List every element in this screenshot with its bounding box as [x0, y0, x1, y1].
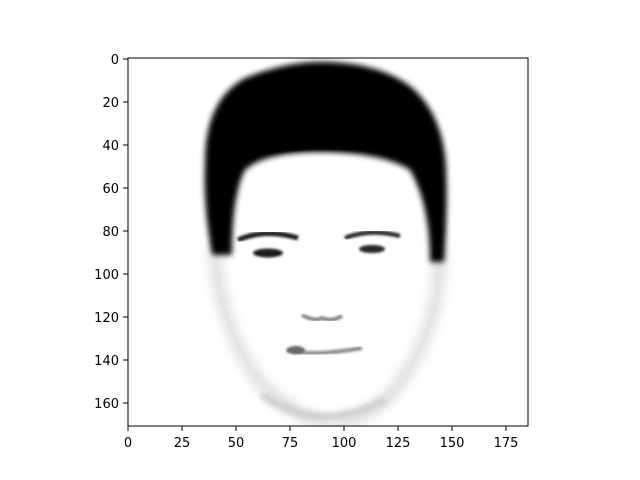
y-tick-label: 60 [102, 182, 119, 197]
x-tick-label: 25 [174, 436, 191, 451]
x-tick-label: 100 [332, 436, 357, 451]
x-tick-label: 125 [386, 436, 411, 451]
y-tick-label: 80 [102, 225, 119, 240]
y-tick-label: 40 [102, 139, 119, 154]
left-eyebrow [236, 231, 299, 243]
y-tick-label: 20 [102, 96, 119, 111]
y-tick-label: 160 [94, 397, 119, 412]
y-tick-label: 100 [94, 268, 119, 283]
face-image [204, 61, 447, 426]
x-tick-label: 150 [440, 436, 465, 451]
left-eye [253, 248, 283, 258]
nose [301, 313, 343, 322]
face-outline [210, 249, 445, 426]
right-eyebrow [344, 230, 401, 241]
hair-top-fill [225, 78, 430, 160]
axes-frame [127, 57, 529, 427]
y-tick-label: 120 [94, 311, 119, 326]
x-tick-label: 75 [282, 436, 299, 451]
right-eye [359, 245, 385, 253]
x-tick-label: 0 [124, 436, 132, 451]
x-tick-label: 50 [228, 436, 245, 451]
x-tick-label: 175 [494, 436, 519, 451]
x-axis: 0 25 50 75 100 125 150 175 [124, 426, 519, 451]
mouth-corner [287, 346, 305, 354]
y-axis: 0 20 40 60 80 100 120 140 160 [94, 53, 128, 412]
chin-shadow [260, 392, 387, 420]
y-tick-label: 140 [94, 354, 119, 369]
y-tick-label: 0 [111, 53, 119, 68]
